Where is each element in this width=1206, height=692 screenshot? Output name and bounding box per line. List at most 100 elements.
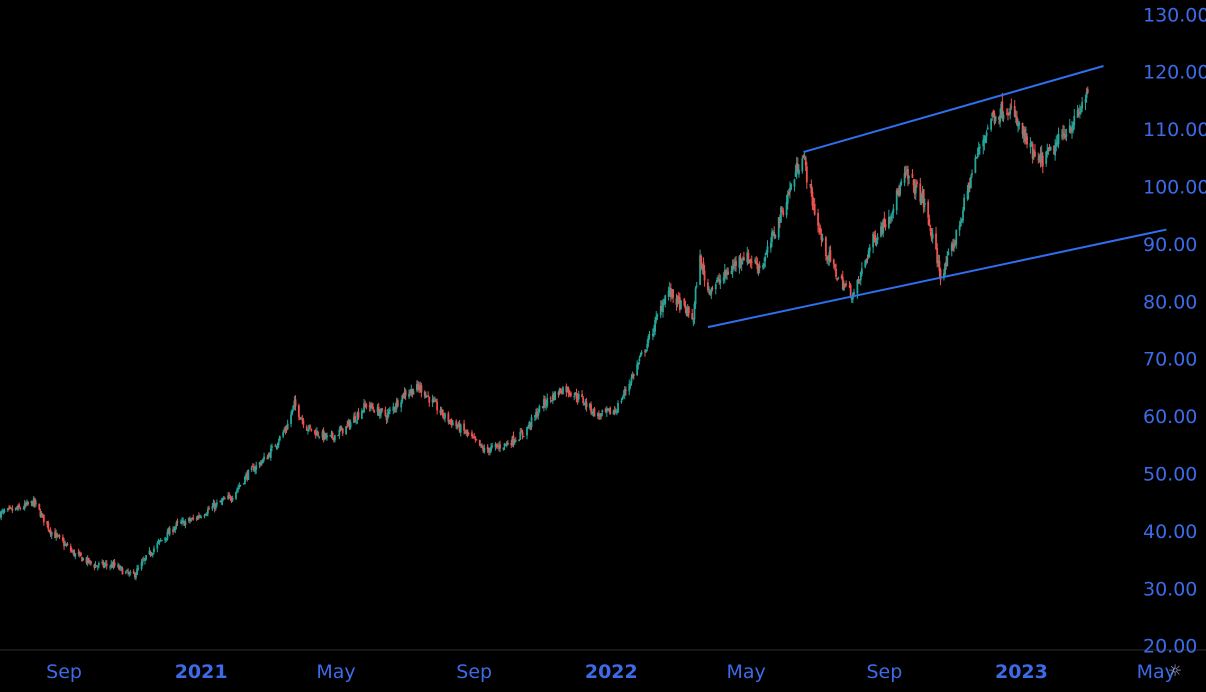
candle-body — [1045, 151, 1048, 164]
candle-body — [746, 252, 749, 263]
candle-body — [364, 404, 367, 406]
candle-body — [832, 259, 835, 265]
candle-body — [621, 397, 624, 400]
candle-body — [381, 408, 383, 411]
candle-body — [291, 409, 294, 415]
candle-body — [734, 261, 736, 267]
candle-body — [395, 400, 398, 409]
candle-body — [536, 411, 539, 417]
candle-body — [111, 564, 114, 568]
candle-body — [982, 140, 985, 147]
candle-body — [192, 518, 195, 520]
candle-body — [432, 400, 435, 402]
candle-body — [236, 489, 239, 492]
x-axis[interactable]: Sep 2021 May Sep 2022 May Sep 2023 May — [46, 661, 1176, 683]
candle-body — [1049, 146, 1052, 151]
candle-body — [167, 530, 170, 534]
candle-body — [722, 277, 725, 281]
candle-body — [900, 181, 903, 186]
candle-body — [530, 417, 533, 428]
candle-body — [608, 408, 610, 411]
y-axis[interactable]: 130.00 120.00 110.00 100.00 90.00 80.00 70.00 6… — [1143, 4, 1206, 657]
candle-body — [999, 114, 1001, 123]
candle-body — [246, 473, 249, 479]
candle-body — [750, 261, 753, 264]
candle-body — [825, 237, 827, 257]
candle-body — [1055, 142, 1058, 147]
candle-body — [1002, 114, 1005, 120]
candle-body — [35, 503, 37, 505]
candle-body — [921, 191, 924, 199]
candle-body — [569, 392, 572, 397]
trendline-group[interactable] — [707, 65, 1167, 329]
candle-body — [983, 138, 986, 143]
candle-body — [341, 428, 344, 434]
candle-body — [223, 498, 226, 500]
candle-body — [873, 234, 876, 238]
candle-body — [576, 397, 579, 401]
candle-body — [136, 568, 138, 575]
y-tick-label: 120.00 — [1143, 62, 1206, 84]
settings-icon[interactable]: ☼ — [1167, 661, 1183, 680]
candle-body — [172, 529, 174, 533]
candle-body — [48, 530, 51, 532]
candle-body — [546, 398, 549, 406]
trendline[interactable] — [803, 65, 1104, 154]
candle-body — [300, 418, 303, 420]
candle-body — [946, 256, 949, 267]
candle-body — [208, 508, 210, 510]
candle-body — [103, 564, 106, 566]
candle-body — [191, 518, 194, 520]
candle-body — [566, 387, 569, 392]
candle-body — [80, 552, 82, 556]
candle-body — [742, 257, 745, 261]
candle-body — [46, 521, 49, 525]
trendline[interactable] — [707, 228, 1167, 329]
candle-body — [772, 231, 775, 235]
candle-body — [891, 213, 894, 215]
candle-body — [129, 571, 132, 573]
candle-body — [166, 531, 169, 540]
candle-body — [292, 405, 295, 410]
candle-body — [749, 259, 752, 262]
candle-body — [969, 177, 972, 188]
candle-body — [78, 553, 81, 556]
candle-body — [372, 407, 374, 410]
candle-body — [820, 234, 823, 241]
candle-body — [47, 522, 50, 530]
candle-body — [591, 412, 594, 414]
candle-body — [857, 279, 860, 281]
candle-body — [795, 162, 798, 175]
candle-body — [39, 511, 42, 517]
candle-body — [558, 388, 561, 395]
candle-body — [389, 409, 391, 412]
candle-body — [577, 394, 580, 400]
candle-body — [514, 440, 517, 442]
candle-body — [929, 227, 932, 232]
candle-body — [1063, 133, 1066, 136]
candle-body — [258, 462, 261, 465]
candle-body — [622, 394, 625, 396]
candle-body — [1030, 144, 1033, 146]
candle-body — [504, 444, 507, 446]
candle-body — [449, 419, 452, 422]
candle-body — [609, 407, 612, 415]
candle-body — [415, 384, 418, 390]
candle-body — [354, 416, 356, 422]
candle-body — [464, 431, 467, 434]
candle-body — [976, 153, 979, 155]
candle-body — [550, 400, 553, 402]
candle-body — [858, 279, 861, 281]
candle-body — [418, 386, 421, 390]
candle-body — [317, 432, 319, 436]
candle-body — [220, 500, 223, 503]
candle-body — [818, 228, 821, 230]
candle-body — [1048, 147, 1051, 152]
candle-body — [867, 250, 870, 257]
candle-body — [774, 235, 777, 238]
candle-body — [368, 405, 371, 408]
y-tick-label: 110.00 — [1143, 119, 1206, 141]
candle-body — [333, 435, 336, 441]
candle-body — [740, 261, 743, 265]
